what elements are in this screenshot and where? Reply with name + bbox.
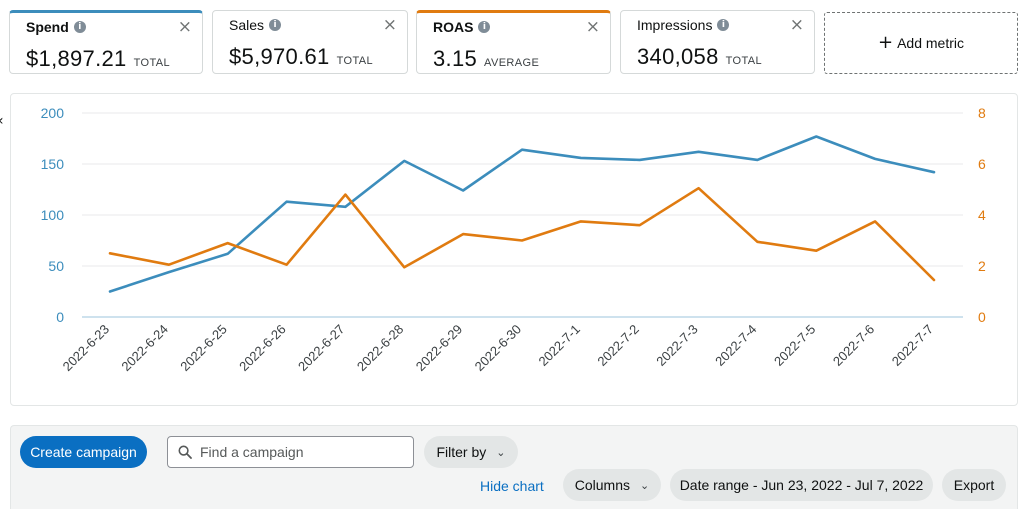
create-campaign-button[interactable]: Create campaign xyxy=(20,436,147,468)
columns-label: Columns xyxy=(574,477,631,493)
info-icon[interactable]: i xyxy=(717,19,730,31)
chart-panel xyxy=(10,93,1018,406)
date-range-label: Date range - Jun 23, 2022 - Jul 7, 2022 xyxy=(679,477,924,493)
metric-card-sales[interactable]: Sales i × $5,970.61 TOTAL xyxy=(212,10,408,74)
export-button[interactable]: Export xyxy=(942,469,1006,501)
plus-icon: + xyxy=(877,32,894,53)
metric-title: Spend i xyxy=(26,19,86,35)
info-icon[interactable]: i xyxy=(269,19,282,31)
metric-title: Sales i xyxy=(229,17,282,33)
filter-by-button[interactable]: Filter by ⌄ xyxy=(424,436,518,468)
search-input[interactable] xyxy=(200,444,400,460)
metric-unit: TOTAL xyxy=(725,55,763,67)
metric-card-spend[interactable]: Spend i × $1,897.21 TOTAL xyxy=(9,10,203,74)
metric-card-roas[interactable]: ROAS i × 3.15 AVERAGE xyxy=(416,10,611,74)
metric-name: Impressions xyxy=(637,17,713,33)
metric-name: Sales xyxy=(229,17,265,33)
metric-unit: TOTAL xyxy=(336,55,374,67)
add-metric-label: Add metric xyxy=(897,35,964,51)
metric-name: Spend xyxy=(26,19,69,35)
metric-value-row: 340,058 TOTAL xyxy=(637,44,762,70)
date-range-button[interactable]: Date range - Jun 23, 2022 - Jul 7, 2022 xyxy=(670,469,933,501)
metric-value-row: $1,897.21 TOTAL xyxy=(26,46,170,72)
metric-value: $5,970.61 xyxy=(229,44,330,69)
metric-card-impressions[interactable]: Impressions i × 340,058 TOTAL xyxy=(620,10,815,74)
metric-title: Impressions i xyxy=(637,17,730,33)
filter-by-label: Filter by xyxy=(436,444,487,460)
metric-value: 3.15 xyxy=(433,46,478,71)
info-icon[interactable]: i xyxy=(73,21,86,33)
hide-chart-link[interactable]: Hide chart xyxy=(480,478,544,494)
metric-unit: TOTAL xyxy=(133,57,171,69)
columns-button[interactable]: Columns ⌄ xyxy=(563,469,661,501)
search-icon xyxy=(178,445,192,459)
metric-title: ROAS i xyxy=(433,19,491,35)
close-icon[interactable]: × xyxy=(789,15,804,35)
close-icon[interactable]: × xyxy=(177,17,192,37)
chevron-left-icon[interactable]: ‹ xyxy=(0,113,4,129)
metric-value-row: 3.15 AVERAGE xyxy=(433,46,539,72)
info-icon[interactable]: i xyxy=(478,21,491,33)
add-metric-button[interactable]: + Add metric xyxy=(824,12,1018,74)
chevron-down-icon: ⌄ xyxy=(496,445,506,459)
close-icon[interactable]: × xyxy=(382,15,397,35)
search-field[interactable] xyxy=(167,436,414,468)
close-icon[interactable]: × xyxy=(585,17,600,37)
metric-value: $1,897.21 xyxy=(26,46,127,71)
export-label: Export xyxy=(953,477,995,493)
metric-unit: AVERAGE xyxy=(484,57,540,69)
chevron-down-icon: ⌄ xyxy=(640,478,650,492)
metric-value-row: $5,970.61 TOTAL xyxy=(229,44,373,70)
metric-value: 340,058 xyxy=(637,44,719,69)
metric-name: ROAS xyxy=(433,19,474,35)
